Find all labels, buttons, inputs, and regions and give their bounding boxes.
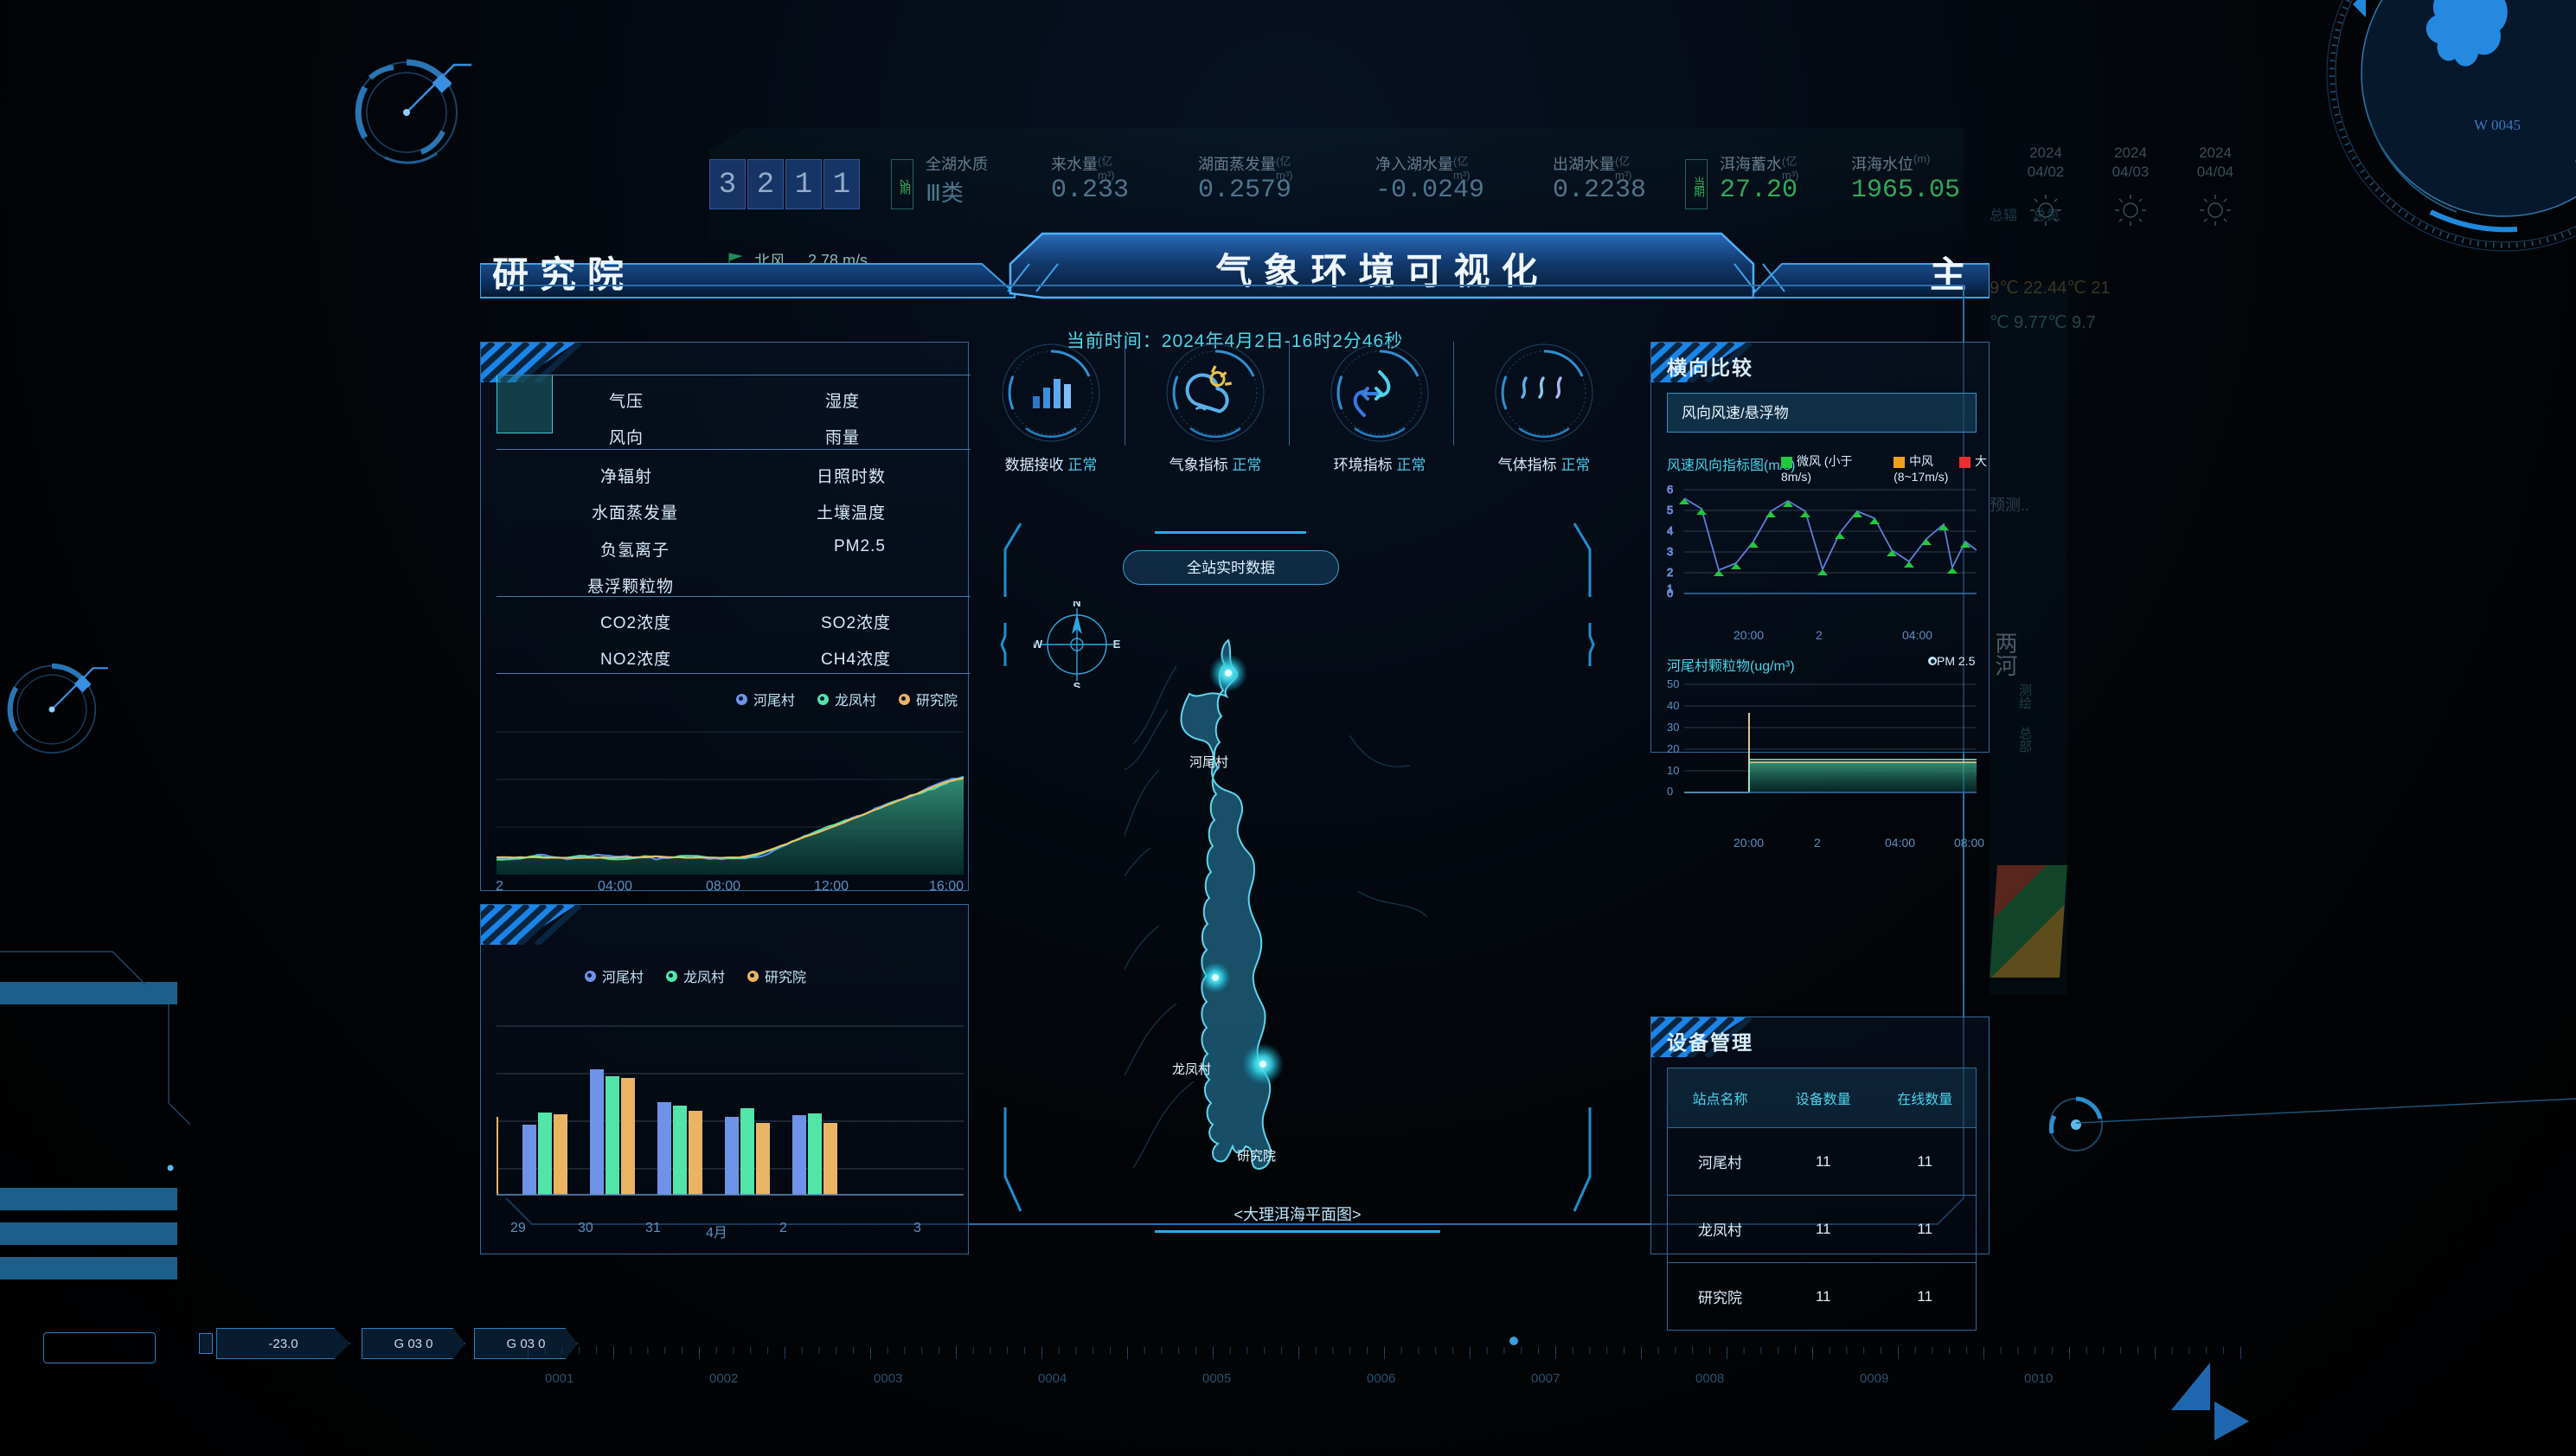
svg-text:2: 2	[1667, 566, 1673, 579]
svg-text:20: 20	[1667, 742, 1679, 755]
svg-text:0: 0	[1667, 785, 1673, 798]
svg-text:S: S	[1073, 680, 1081, 688]
svg-text:0010: 0010	[2024, 1371, 2053, 1386]
svg-text:0007: 0007	[1531, 1371, 1560, 1386]
svg-text:4: 4	[1667, 524, 1673, 537]
svg-text:40: 40	[1667, 699, 1679, 712]
svg-text:5: 5	[1667, 504, 1673, 516]
svg-text:6: 6	[1667, 485, 1673, 496]
svg-text:0006: 0006	[1367, 1371, 1395, 1386]
svg-text:0002: 0002	[709, 1371, 738, 1386]
svg-text:30: 30	[1667, 721, 1679, 734]
svg-text:3: 3	[1667, 545, 1673, 558]
svg-text:0003: 0003	[874, 1371, 902, 1386]
svg-text:50: 50	[1667, 680, 1679, 690]
svg-text:0: 0	[1667, 587, 1673, 600]
svg-text:0009: 0009	[1860, 1371, 1888, 1386]
svg-text:0005: 0005	[1202, 1371, 1231, 1386]
svg-text:主: 主	[1930, 254, 1977, 295]
svg-text:0004: 0004	[1038, 1371, 1067, 1386]
svg-text:研究院: 研究院	[492, 254, 635, 295]
svg-text:0001: 0001	[545, 1371, 574, 1386]
svg-text:0008: 0008	[1695, 1371, 1724, 1386]
svg-text:10: 10	[1667, 764, 1679, 777]
svg-text:气象环境可视化: 气象环境可视化	[1215, 251, 1548, 292]
svg-text:E: E	[1113, 638, 1120, 651]
svg-text:W: W	[1034, 638, 1043, 651]
svg-text:N: N	[1073, 601, 1080, 609]
